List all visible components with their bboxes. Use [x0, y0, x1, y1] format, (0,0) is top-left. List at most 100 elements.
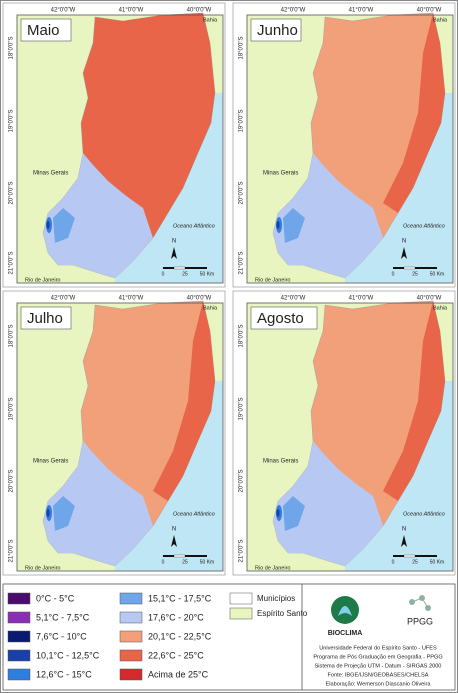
state-coastal-band [383, 13, 445, 213]
place-label: Rio de Janeiro [25, 277, 60, 283]
state-coldest-core [276, 221, 280, 229]
place-label: Oceano Atlântico [173, 223, 215, 229]
place-label: Bahia [433, 305, 448, 311]
legend-swatch [7, 592, 31, 605]
place-label: Oceano Atlântico [403, 511, 445, 517]
longitude-label: 41°0'0"W [349, 296, 374, 302]
place-label: Rio de Janeiro [255, 277, 290, 283]
panel-title: Maio [27, 22, 60, 39]
latitude-label: 18°0'0"S [9, 324, 15, 347]
place-label: Oceano Atlântico [173, 511, 215, 517]
state-cooler [53, 496, 75, 531]
scale-label: 25 [182, 559, 188, 565]
latitude-label: 21°0'0"S [9, 251, 15, 274]
legend-label: 5,1°C - 7,5°C [36, 612, 90, 622]
legend-swatch [119, 649, 143, 662]
scale-label: 25 [412, 271, 418, 277]
latitude-label: 18°0'0"S [9, 36, 15, 59]
latitude-label: 20°0'0"S [9, 469, 15, 492]
longitude-label: 41°0'0"W [349, 8, 374, 14]
scale-bar-half [173, 266, 186, 270]
state-coldest-core [276, 509, 280, 517]
latitude-label: 18°0'0"S [239, 36, 245, 59]
map-frame [16, 14, 224, 284]
scale-label: 50 Km [200, 559, 214, 565]
place-label: Minas Gerais [33, 459, 68, 465]
title-box [20, 18, 72, 42]
north-arrow [401, 247, 407, 259]
ocean [345, 381, 453, 571]
scale-label: 0 [392, 559, 395, 565]
credit-line: Fonte: IBGE/IJSN/GEOBASES/CHELSA [327, 672, 428, 678]
longitude-label: 41°0'0"W [119, 8, 144, 14]
state-coastal-band [153, 301, 215, 501]
legend-swatch [119, 592, 143, 605]
legend-swatch [229, 607, 253, 620]
legend-label: Municípios [257, 594, 295, 603]
scale-label: 25 [182, 271, 188, 277]
scale-label: 50 Km [200, 271, 214, 277]
legend-label: 10,1°C - 12,5°C [36, 650, 100, 660]
state-cool [273, 153, 383, 278]
longitude-label: 40°0'0"W [187, 296, 212, 302]
legend-label: 22,6°C - 25°C [148, 650, 204, 660]
bioclima-leaf [338, 606, 352, 616]
map-panel: 42°0'0"W 41°0'0"W 40°0'0"W 18°0'0"S 19°0'0"S… [2, 2, 226, 288]
credit-line: Sistema de Projeção UTM - Datum - SIRGAS… [315, 663, 442, 669]
state-cooler-band [93, 13, 215, 113]
legend-swatch [7, 611, 31, 624]
longitude-label: 40°0'0"W [187, 8, 212, 14]
latitude-label: 19°0'0"S [9, 397, 15, 420]
scale-label: 25 [412, 559, 418, 565]
longitude-label: 40°0'0"W [417, 296, 442, 302]
legend-swatch [7, 649, 31, 662]
longitude-label: 42°0'0"W [51, 296, 76, 302]
north-arrow [401, 535, 407, 547]
map-frame [246, 14, 454, 284]
scale-label: 50 Km [430, 271, 444, 277]
longitude-label: 41°0'0"W [119, 296, 144, 302]
state-cooler [283, 496, 305, 531]
latitude-label: 21°0'0"S [9, 539, 15, 562]
north-label: N [172, 527, 176, 533]
longitude-label: 40°0'0"W [417, 8, 442, 14]
legend-label: 0°C - 5°C [36, 593, 75, 603]
longitude-label: 42°0'0"W [281, 8, 306, 14]
credit-line: Programa de Pós Graduação em Geografia -… [313, 654, 442, 660]
legend-label: 15,1°C - 17,5°C [148, 593, 212, 603]
longitude-label: 42°0'0"W [281, 296, 306, 302]
title-box [250, 306, 318, 330]
scale-label: 50 Km [430, 559, 444, 565]
scale-bar-half [403, 554, 416, 558]
legend-swatch [119, 611, 143, 624]
state-cooler [53, 208, 75, 243]
state-cooler [283, 208, 305, 243]
north-label: N [402, 239, 406, 245]
legend-swatch [7, 630, 31, 643]
north-arrow [171, 247, 177, 259]
place-label: Bahia [433, 17, 448, 23]
map-panel: 42°0'0"W 41°0'0"W 40°0'0"W 18°0'0"S 19°0'0"S… [232, 2, 456, 288]
scale-bar-half [173, 554, 186, 558]
panel-title: Agosto [257, 310, 304, 327]
scale-label: 0 [392, 271, 395, 277]
ppgg-text: PPGG [407, 616, 433, 626]
title-box [250, 18, 302, 42]
legend-box [2, 583, 456, 691]
title-box [20, 306, 72, 330]
latitude-label: 19°0'0"S [239, 397, 245, 420]
place-label: Minas Gerais [33, 171, 68, 177]
ocean [115, 381, 223, 571]
legend-label: 20,1°C - 22,5°C [148, 631, 212, 641]
legend-swatch [229, 592, 253, 605]
scale-label: 0 [162, 559, 165, 565]
bioclima-text: BIOCLIMA [328, 630, 363, 637]
legend-label: Espírito Santo [257, 609, 308, 618]
latitude-label: 18°0'0"S [239, 324, 245, 347]
legend-swatch [119, 630, 143, 643]
north-label: N [402, 527, 406, 533]
panel-title: Junho [257, 22, 298, 39]
map-panel: 42°0'0"W 41°0'0"W 40°0'0"W 18°0'0"S 19°0'0"S… [232, 290, 456, 576]
map-panel: 42°0'0"W 41°0'0"W 40°0'0"W 18°0'0"S 19°0'0"S… [2, 290, 226, 576]
credit-line: Elaboração: Wemerson Diascanio Oliveira [326, 681, 432, 687]
